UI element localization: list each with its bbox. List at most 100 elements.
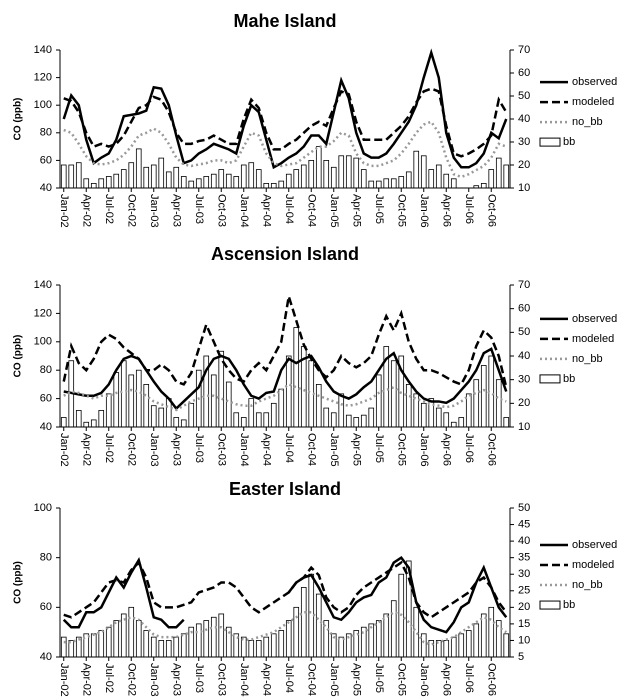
y2-tick-label: 15 <box>518 618 530 630</box>
y2-tick-label: 60 <box>518 67 530 79</box>
line-series <box>62 295 508 388</box>
bar <box>240 417 247 428</box>
bar <box>180 419 187 428</box>
x-tick-label: Apr-05 <box>350 194 362 227</box>
bar <box>338 636 345 658</box>
y2-tick-label: 45 <box>518 518 530 530</box>
bar <box>465 393 472 428</box>
y-tick-label: 80 <box>40 127 52 139</box>
x-tick-label: Oct-03 <box>215 433 227 466</box>
x-tick-label: Jul-02 <box>103 433 115 463</box>
y2-tick-label: 40 <box>518 350 530 362</box>
bar <box>60 417 67 428</box>
bar <box>285 173 292 189</box>
y2-tick-label: 40 <box>518 535 530 547</box>
legend-label: no_bb <box>572 579 603 591</box>
bar <box>90 419 97 428</box>
bar <box>375 180 382 189</box>
bar <box>263 412 270 428</box>
legend-label: modeled <box>572 559 614 571</box>
y2-tick-label: 70 <box>518 44 530 56</box>
bar <box>120 169 127 189</box>
y2-tick-label: 10 <box>518 421 530 433</box>
y2-tick-label: 50 <box>518 326 530 338</box>
y-tick-label: 100 <box>34 99 52 111</box>
bar <box>353 157 360 189</box>
line-series <box>63 87 508 158</box>
x-tick-label: Apr-03 <box>170 433 182 466</box>
x-tick-label: Jan-06 <box>418 433 430 467</box>
bar <box>323 407 330 428</box>
bar <box>165 640 172 658</box>
bar <box>203 176 210 189</box>
x-tick-label: Jul-05 <box>373 433 385 463</box>
bar <box>345 155 352 189</box>
bar <box>450 178 457 189</box>
x-tick-label: Jan-04 <box>238 663 250 697</box>
bar <box>150 636 157 658</box>
bar <box>233 176 240 189</box>
y2-tick-label: 50 <box>518 90 530 102</box>
x-tick-label: Apr-04 <box>260 194 272 227</box>
bar <box>338 393 345 428</box>
bar <box>443 412 450 428</box>
y-tick-label: 60 <box>40 601 52 613</box>
bar <box>383 613 390 658</box>
bar <box>353 417 360 428</box>
bar <box>503 164 510 189</box>
bar <box>480 613 487 658</box>
x-tick-label: Oct-06 <box>485 433 497 466</box>
bar <box>488 606 495 658</box>
bar <box>143 166 150 189</box>
x-tick-label: Jul-06 <box>463 194 475 224</box>
bar <box>360 414 367 428</box>
legend-label: modeled <box>572 96 614 108</box>
bar <box>143 630 150 658</box>
y2-tick-label: 20 <box>518 397 530 409</box>
bar <box>270 402 277 428</box>
x-tick-label: Oct-02 <box>125 194 137 227</box>
bar <box>368 180 375 189</box>
bar <box>218 613 225 658</box>
x-tick-label: Jan-05 <box>328 663 340 697</box>
legend-label: bb <box>563 136 575 148</box>
bar <box>158 640 165 658</box>
bar <box>173 417 180 428</box>
y2-tick-label: 40 <box>518 113 530 125</box>
bar <box>383 178 390 189</box>
y-tick-label: 140 <box>34 44 52 56</box>
bar <box>150 405 157 428</box>
x-tick-label: Jul-02 <box>103 194 115 224</box>
x-tick-label: Jan-02 <box>58 194 70 228</box>
bar <box>390 178 397 189</box>
bar <box>390 600 397 658</box>
y2-tick-label: 35 <box>518 552 530 564</box>
bar <box>98 630 105 658</box>
bar <box>450 636 457 658</box>
legend-label: bb <box>563 599 575 611</box>
x-tick-label: Jan-02 <box>58 663 70 697</box>
y2-tick-label: 70 <box>518 279 530 291</box>
bar <box>278 180 285 189</box>
bar <box>150 164 157 189</box>
bar <box>503 633 510 658</box>
bar <box>135 148 142 189</box>
bar <box>308 159 315 189</box>
bar <box>270 182 277 189</box>
bar <box>135 620 142 658</box>
y2-tick-label: 5 <box>518 651 524 663</box>
bar <box>248 162 255 189</box>
bar <box>435 164 442 189</box>
legend-label: modeled <box>572 333 614 345</box>
legend-label: no_bb <box>572 353 603 365</box>
x-tick-label: Apr-05 <box>350 663 362 696</box>
bar <box>113 173 120 189</box>
bar <box>225 173 232 189</box>
legend-swatch <box>539 600 561 610</box>
y-tick-label: 80 <box>40 364 52 376</box>
bar <box>285 620 292 658</box>
bar <box>188 180 195 189</box>
bar <box>255 169 262 189</box>
bar <box>465 630 472 658</box>
